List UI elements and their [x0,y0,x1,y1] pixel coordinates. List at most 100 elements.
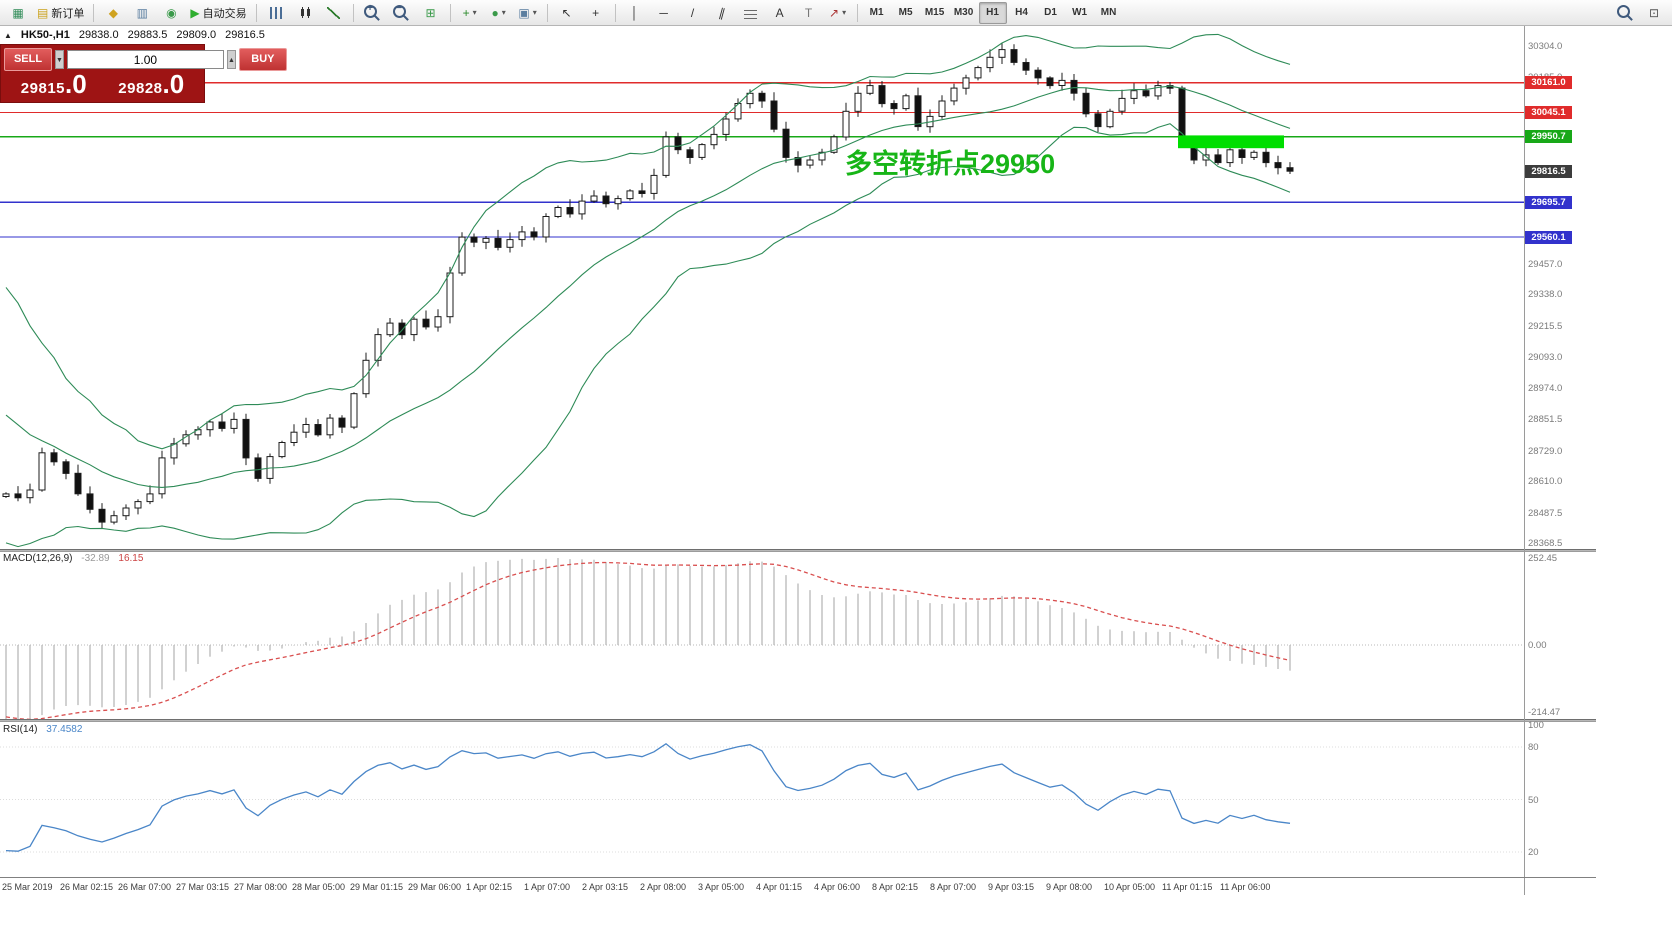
rsi-canvas[interactable] [0,722,1524,877]
sell-button[interactable]: SELL [4,48,52,71]
market-watch-icon: ◆ [108,5,118,20]
time-axis-label: 10 Apr 05:00 [1104,882,1156,892]
time-axis-label: 4 Apr 01:15 [756,882,803,892]
panel-separator[interactable] [0,719,1596,722]
horizontal-line-icon: ─ [659,5,668,20]
buy-price-main: 29828 [118,80,163,97]
tile-windows-icon: ⊞ [425,5,436,20]
time-axis-label: 26 Mar 02:15 [60,882,114,892]
objects-button[interactable]: ● ▾ [485,2,513,24]
line-chart-icon [327,6,341,19]
timeframe-h4-button[interactable]: H4 [1008,2,1036,24]
price-axis-label: 29215.5 [1528,320,1563,332]
text-button[interactable]: A [766,2,794,24]
indicators-button[interactable]: + ▾ [456,2,484,24]
rsi-label: RSI(14) 37.4582 [3,724,82,735]
timeframe-mn-button[interactable]: MN [1095,2,1123,24]
label-icon: T [804,5,813,20]
price-tag: 29950.7 [1525,130,1572,144]
time-axis[interactable]: 25 Mar 2019 26 Mar 02:15 26 Mar 07:00 27 Ma… [0,877,1596,895]
candlestick-mode-button[interactable] [291,2,319,24]
channel-button[interactable]: ∥ [708,2,736,24]
volume-decrease-button[interactable]: ▼ [55,50,64,69]
fibonacci-button[interactable] [737,2,765,24]
bar-chart-mode-button[interactable] [262,2,290,24]
auto-trading-play-icon: ▶ [190,5,200,20]
window-list-button[interactable]: ⊡ [1640,2,1668,24]
crosshair-icon: + [592,5,600,20]
timeframe-h1-button[interactable]: H1 [978,1,1007,24]
panel-separator[interactable] [0,549,1596,552]
time-axis-label: 8 Apr 02:15 [872,882,919,892]
timeframe-m1-button[interactable]: M1 [863,2,891,24]
terminal-icon-button[interactable]: ▦ [4,2,32,24]
market-watch-button[interactable]: ◆ [99,2,127,24]
navigator-button[interactable]: ◉ [157,2,185,24]
rsi-axis-label: 20 [1528,847,1539,858]
timeframe-m30-button-label: M30 [953,7,974,18]
navigator-icon: ◉ [166,5,177,20]
time-axis-label: 9 Apr 08:00 [1046,882,1093,892]
volume-increase-button[interactable]: ▲ [226,50,236,69]
toolbar-separator [614,3,616,22]
price-axis-label: 28610.0 [1528,476,1563,487]
macd-main-value: -32.89 [81,553,110,564]
vertical-line-icon: │ [630,5,639,20]
timeframe-m15-button-label: M15 [924,7,945,18]
timeframe-m15-button[interactable]: M15 [921,2,949,24]
timeframe-d1-button[interactable]: D1 [1037,2,1065,24]
fibonacci-icon [744,6,758,19]
trendline-icon: / [690,5,695,20]
main-chart-canvas[interactable] [0,26,1524,549]
line-chart-mode-button[interactable] [320,2,348,24]
time-axis-label: 29 Mar 01:15 [350,882,404,892]
bar-chart-icon [269,6,282,19]
price-axis-label: 30304.0 [1528,41,1563,52]
zoom-out-button[interactable] [388,2,416,24]
macd-canvas[interactable] [0,552,1524,719]
cursor-button[interactable]: ↖ [553,2,581,24]
symbol-period-label: HK50-,H1 [20,29,70,41]
vertical-line-button[interactable]: │ [621,2,649,24]
toolbar-separator [856,3,858,22]
timeframe-h4-button-label: H4 [1015,7,1028,18]
zoom-in-button[interactable] [359,2,387,24]
one-click-trading-panel: SELL ▼ ▲ BUY 29815 .0 29828 .0 [0,44,287,103]
new-order-button-label: 新订单 [51,7,85,20]
time-axis-label: 25 Mar 2019 [2,882,53,892]
tile-windows-button[interactable]: ⊞ [417,2,445,24]
timeframe-w1-button-label: W1 [1072,7,1088,18]
timeframe-m5-button-label: M5 [898,7,913,18]
macd-axis-label: 252.45 [1528,553,1558,564]
new-order-button[interactable]: ▤ 新订单 [33,2,88,24]
crosshair-button[interactable]: + [582,2,610,24]
volume-input[interactable] [66,50,224,69]
price-axis-label: 29338.0 [1528,289,1563,301]
price-axis-label: 29457.0 [1528,258,1563,270]
timeframe-m30-button[interactable]: M30 [950,2,978,24]
price-tag: 29695.7 [1525,195,1572,209]
auto-trading-button[interactable]: ▶ 自动交易 [186,2,250,24]
templates-button[interactable]: ▣ ▾ [514,2,542,24]
time-axis-label: 1 Apr 02:15 [466,882,513,892]
indicators-add-icon: + [462,5,470,20]
cursor-icon: ↖ [561,5,572,20]
timeframe-mn-button-label: MN [1100,7,1117,18]
trendline-button[interactable]: / [679,2,707,24]
arrows-button[interactable]: ↗ ▾ [824,2,852,24]
horizontal-line-button[interactable]: ─ [650,2,678,24]
collapse-panel-icon[interactable]: ▲ [4,30,12,40]
sell-price-main: 29815 [20,80,66,97]
toolbar-separator [449,3,451,22]
time-axis-label: 2 Apr 03:15 [582,882,629,892]
buy-button[interactable]: BUY [238,48,287,71]
templates-icon: ▣ [518,5,530,20]
search-button[interactable] [1611,2,1639,24]
timeframe-m5-button[interactable]: M5 [892,2,920,24]
rsi-value: 37.4582 [46,724,83,735]
data-window-button[interactable]: ▥ [128,2,156,24]
terminal-icon: ▦ [12,5,24,20]
timeframe-w1-button[interactable]: W1 [1066,2,1094,24]
label-button[interactable]: T [795,2,823,24]
time-axis-label: 4 Apr 06:00 [814,882,861,892]
